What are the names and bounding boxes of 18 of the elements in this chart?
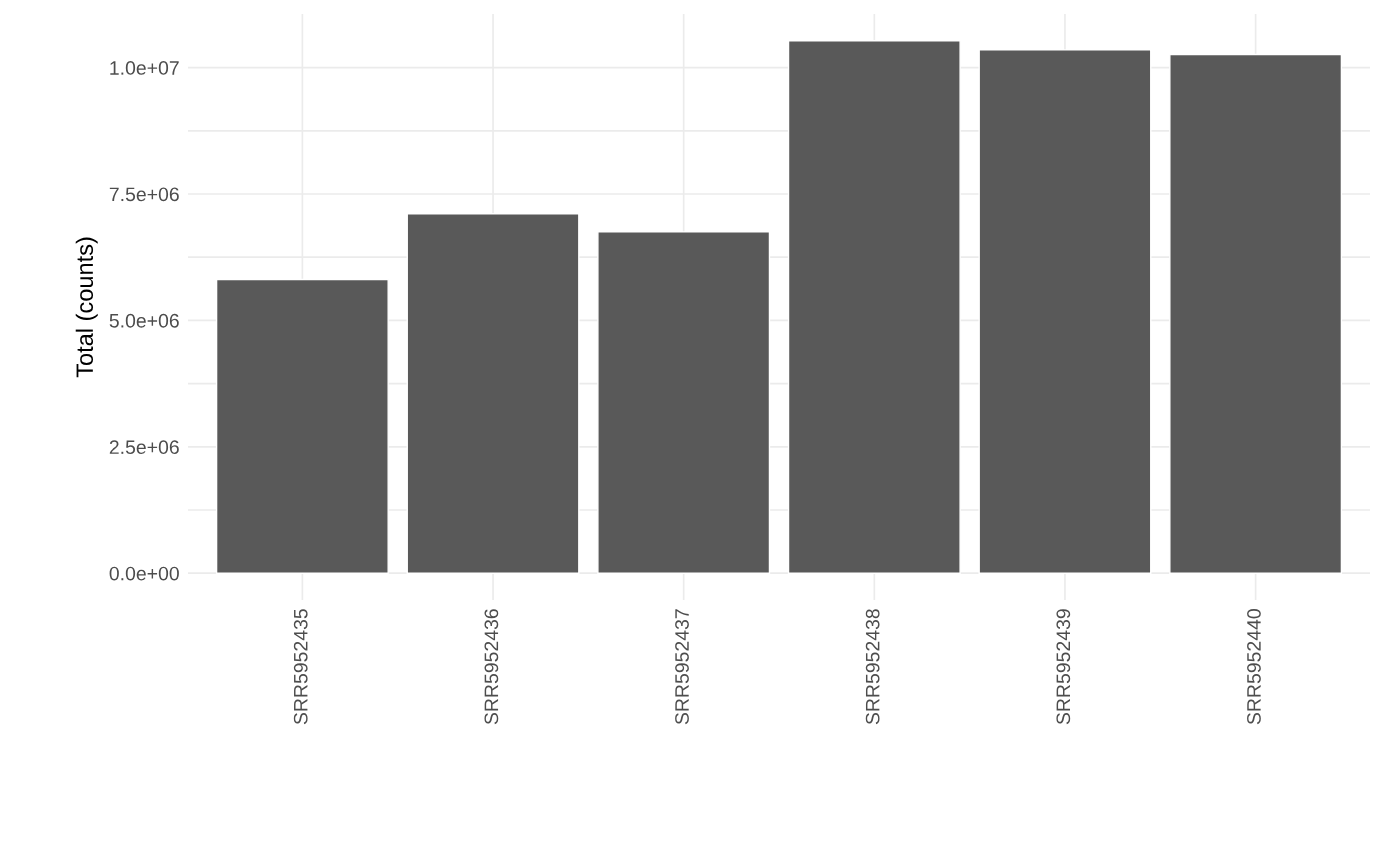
y-tick-label: 1.0e+07 (110, 61, 179, 75)
y-tick-label: 2.5e+06 (109, 440, 179, 455)
y-tick-label: 5.0e+06 (109, 313, 179, 328)
x-tick-label: SRR5952437 (675, 609, 689, 725)
bar (215, 278, 389, 574)
x-tick-label: SRR5952435 (293, 609, 308, 725)
bar (978, 49, 1152, 574)
x-tick-label: SRR5952438 (865, 609, 880, 725)
y-tick-label: 0.0e+00 (109, 566, 179, 581)
x-tick-label: SRR5952439 (1056, 609, 1071, 725)
bar (1169, 53, 1343, 574)
x-tick-label: SRR5952436 (484, 609, 499, 725)
bar (406, 213, 580, 574)
y-axis-title: Total (counts) (75, 237, 98, 378)
x-tick-label: SRR5952440 (1247, 609, 1261, 725)
bar (787, 40, 961, 574)
y-tick-label: 7.5e+06 (109, 187, 179, 202)
bar (597, 231, 771, 574)
